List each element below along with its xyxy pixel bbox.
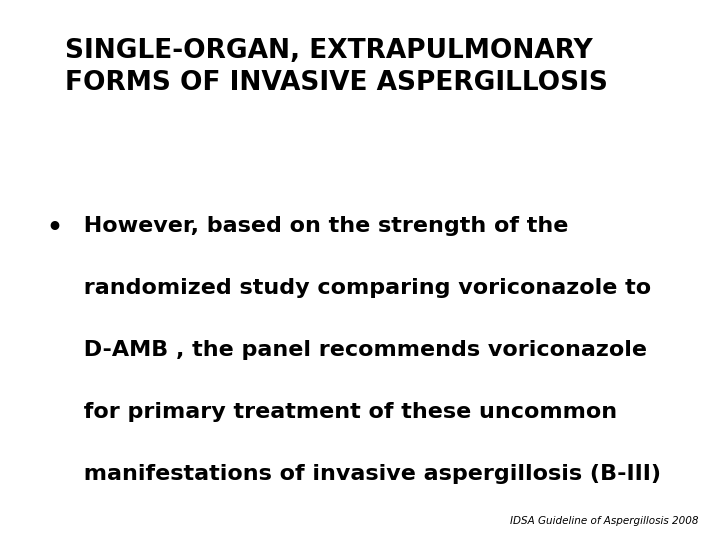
Text: randomized study comparing voriconazole to: randomized study comparing voriconazole … [76, 278, 651, 298]
Text: IDSA Guideline of Aspergillosis 2008: IDSA Guideline of Aspergillosis 2008 [510, 516, 698, 526]
Text: manifestations of invasive aspergillosis (B-III): manifestations of invasive aspergillosis… [76, 464, 661, 484]
Text: D-AMB , the panel recommends voriconazole: D-AMB , the panel recommends voriconazol… [76, 340, 647, 360]
Text: SINGLE-ORGAN, EXTRAPULMONARY
FORMS OF INVASIVE ASPERGILLOSIS: SINGLE-ORGAN, EXTRAPULMONARY FORMS OF IN… [65, 38, 608, 96]
Text: for primary treatment of these uncommon: for primary treatment of these uncommon [76, 402, 617, 422]
Text: •: • [47, 216, 63, 240]
Text: However, based on the strength of the: However, based on the strength of the [76, 216, 568, 236]
